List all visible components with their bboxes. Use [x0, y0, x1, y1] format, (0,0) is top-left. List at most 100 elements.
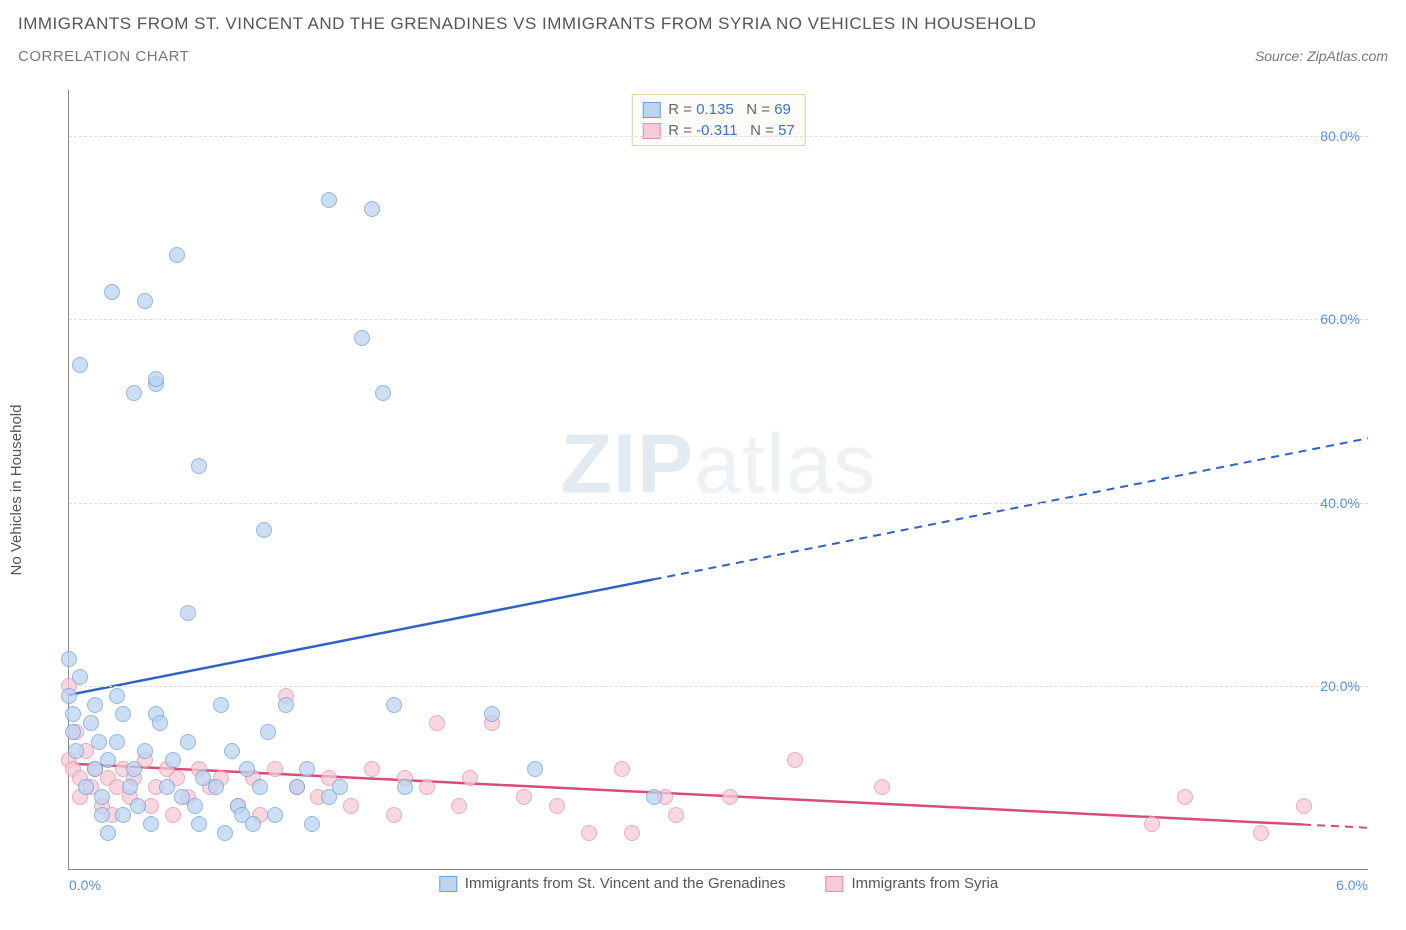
- gridline: [69, 136, 1368, 137]
- data-point: [87, 697, 103, 713]
- y-tick: 60.0%: [1320, 311, 1360, 327]
- data-point: [299, 761, 315, 777]
- data-point: [321, 192, 337, 208]
- data-point: [100, 825, 116, 841]
- data-point: [386, 807, 402, 823]
- data-point: [191, 458, 207, 474]
- legend-label-s2: Immigrants from Syria: [852, 875, 999, 892]
- data-point: [213, 697, 229, 713]
- data-point: [130, 798, 146, 814]
- data-point: [267, 761, 283, 777]
- data-point: [787, 752, 803, 768]
- data-point: [152, 715, 168, 731]
- data-point: [332, 779, 348, 795]
- data-point: [72, 669, 88, 685]
- plot-area: ZIPatlas R = 0.135 N = 69 R = -0.311 N =…: [68, 90, 1368, 870]
- data-point: [364, 201, 380, 217]
- watermark: ZIPatlas: [560, 415, 876, 512]
- data-point: [668, 807, 684, 823]
- data-point: [137, 743, 153, 759]
- data-point: [624, 825, 640, 841]
- chart-title: IMMIGRANTS FROM ST. VINCENT AND THE GREN…: [18, 14, 1388, 34]
- data-point: [94, 807, 110, 823]
- legend-stats: R = 0.135 N = 69 R = -0.311 N = 57: [631, 94, 806, 146]
- chart-subtitle: CORRELATION CHART: [18, 48, 189, 65]
- data-point: [224, 743, 240, 759]
- legend-swatch-s2b: [826, 876, 844, 892]
- legend-series: Immigrants from St. Vincent and the Gren…: [439, 875, 998, 892]
- data-point: [159, 779, 175, 795]
- data-point: [83, 715, 99, 731]
- data-point: [289, 779, 305, 795]
- gridline: [69, 503, 1368, 504]
- data-point: [109, 734, 125, 750]
- data-point: [165, 807, 181, 823]
- data-point: [375, 385, 391, 401]
- data-point: [397, 779, 413, 795]
- data-point: [78, 779, 94, 795]
- data-point: [122, 779, 138, 795]
- data-point: [104, 284, 120, 300]
- data-point: [191, 816, 207, 832]
- data-point: [527, 761, 543, 777]
- legend-label-s1: Immigrants from St. Vincent and the Gren…: [465, 875, 786, 892]
- gridline: [69, 319, 1368, 320]
- legend-swatch-s1b: [439, 876, 457, 892]
- data-point: [180, 605, 196, 621]
- data-point: [169, 247, 185, 263]
- data-point: [68, 743, 84, 759]
- data-point: [364, 761, 380, 777]
- data-point: [549, 798, 565, 814]
- data-point: [278, 697, 294, 713]
- data-point: [61, 651, 77, 667]
- data-point: [187, 798, 203, 814]
- data-point: [419, 779, 435, 795]
- data-point: [239, 761, 255, 777]
- data-point: [252, 779, 268, 795]
- data-point: [462, 770, 478, 786]
- data-point: [126, 385, 142, 401]
- data-point: [91, 734, 107, 750]
- gridline: [69, 686, 1368, 687]
- data-point: [614, 761, 630, 777]
- data-point: [72, 357, 88, 373]
- data-point: [143, 816, 159, 832]
- y-tick: 40.0%: [1320, 495, 1360, 511]
- data-point: [260, 724, 276, 740]
- data-point: [137, 293, 153, 309]
- data-point: [180, 734, 196, 750]
- data-point: [874, 779, 890, 795]
- data-point: [126, 761, 142, 777]
- data-point: [451, 798, 467, 814]
- data-point: [343, 798, 359, 814]
- data-point: [354, 330, 370, 346]
- data-point: [581, 825, 597, 841]
- data-point: [115, 706, 131, 722]
- data-point: [1144, 816, 1160, 832]
- data-point: [1296, 798, 1312, 814]
- data-point: [386, 697, 402, 713]
- data-point: [646, 789, 662, 805]
- data-point: [484, 706, 500, 722]
- x-tick-max: 6.0%: [1336, 877, 1368, 893]
- data-point: [94, 789, 110, 805]
- data-point: [115, 807, 131, 823]
- data-point: [165, 752, 181, 768]
- data-point: [61, 688, 77, 704]
- legend-r-s1: R = 0.135 N = 69: [668, 101, 791, 118]
- data-point: [148, 371, 164, 387]
- data-point: [109, 688, 125, 704]
- data-point: [256, 522, 272, 538]
- data-point: [1253, 825, 1269, 841]
- data-point: [304, 816, 320, 832]
- data-point: [722, 789, 738, 805]
- x-tick-min: 0.0%: [69, 877, 101, 893]
- chart-area: No Vehicles in Household ZIPatlas R = 0.…: [18, 90, 1388, 890]
- data-point: [429, 715, 445, 731]
- data-point: [217, 825, 233, 841]
- data-point: [245, 816, 261, 832]
- data-point: [65, 706, 81, 722]
- data-point: [65, 724, 81, 740]
- data-point: [208, 779, 224, 795]
- source-label: Source: ZipAtlas.com: [1255, 48, 1388, 64]
